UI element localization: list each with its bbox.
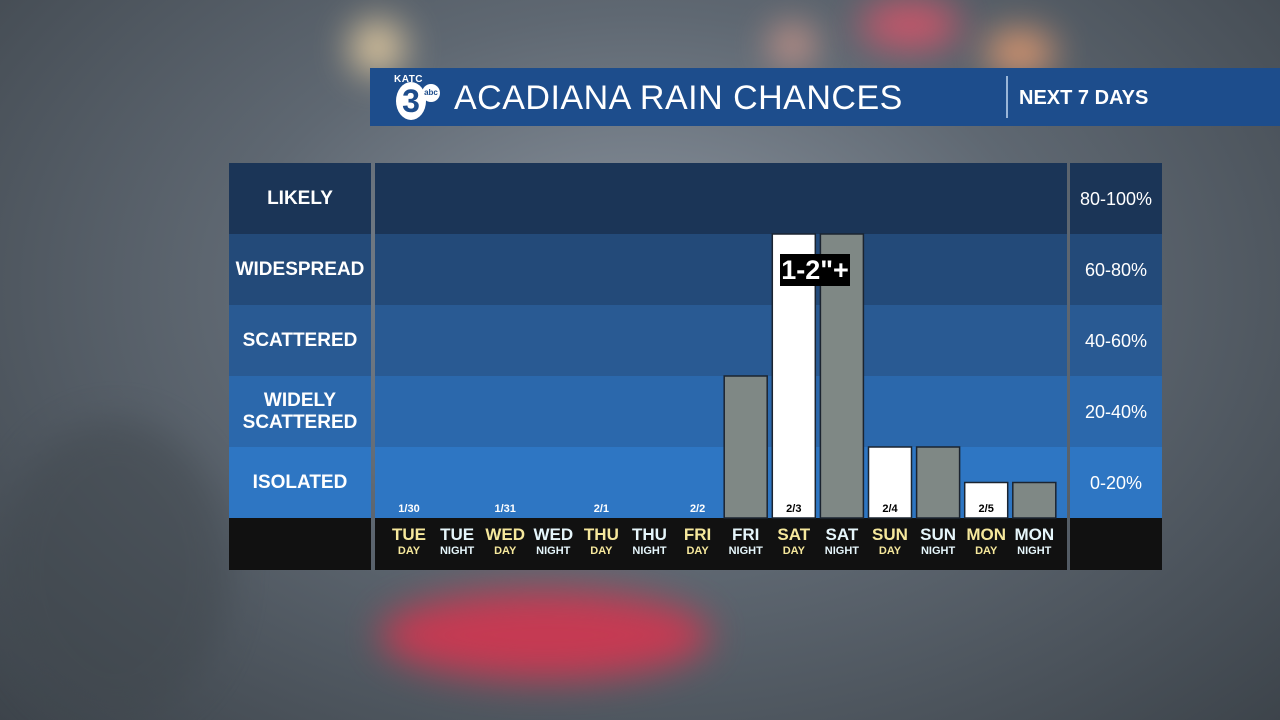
band-label-bg [229,163,371,234]
band-range-bg [1070,305,1162,376]
period-day: FRI [731,525,760,544]
period-part: DAY [397,545,421,557]
date-label: 1/30 [398,503,420,515]
band-range-bg [1070,234,1162,305]
period-part: DAY [686,545,709,557]
band-label: ISOLATED [252,471,348,493]
period-day: MON [1014,525,1055,544]
period-label: SUN DAY [866,525,914,558]
bar-fri-night [723,375,768,519]
axis-footer-bg [1070,518,1162,570]
band-range-label: 60-80% [1084,259,1148,280]
period-day: SAT [777,525,811,544]
period-label: SAT DAY [770,525,818,558]
period-label: TUE DAY [385,525,433,558]
title-banner: KATC 3 abc ACADIANA RAIN CHANCES NEXT 7 … [370,68,1280,126]
date-label: 2/5 [978,503,994,515]
period-day: SAT [825,525,859,544]
page-title: ACADIANA RAIN CHANCES [454,79,903,117]
period-part: NIGHT [728,545,763,557]
band-background [375,234,1067,305]
header-divider [1006,76,1008,118]
logo-number: 3 [396,82,426,120]
axis-footer-bg [375,518,1067,570]
period-day: WED [533,525,574,544]
band-range-label: 40-60% [1084,330,1148,351]
band-range-bg [1070,447,1162,518]
period-day: SUN [872,525,908,544]
rain-chance-chart: 1/30 TUE DAY TUE NIGHT 1/31 WED DAY WED NIGHT 2/1 T… [375,163,1067,570]
logo-station-text: KATC [394,74,424,85]
period-day: TUE [440,525,475,544]
period-day: TUE [392,525,426,544]
chart-svg [375,163,1067,570]
bar-sun-night [915,446,961,519]
period-part: DAY [590,545,613,557]
page-subtitle: NEXT 7 DAYS [1019,87,1149,109]
band-background [375,376,1067,447]
band-range-label: 80-100% [1079,188,1153,209]
period-part: NIGHT [1017,545,1052,557]
period-part: NIGHT [536,545,571,557]
period-part: NIGHT [920,545,956,557]
bar-mon-night [1012,481,1057,519]
period-part: DAY [494,545,517,557]
band-range-bg [1070,376,1162,447]
period-label: THU NIGHT [626,525,674,558]
band-background [375,305,1067,376]
period-label: SAT NIGHT [818,525,866,558]
band-label-bg [229,234,371,305]
date-label: 2/2 [689,503,706,515]
bar-sun-day [867,446,913,519]
rainfall-annotation: 1-2"+ [780,254,850,286]
band-label-bg [229,376,371,447]
period-label: TUE NIGHT [433,525,481,558]
period-day: SUN [920,525,957,544]
date-label: 2/4 [882,503,898,515]
axis-footer-bg [229,518,371,570]
band-background [375,163,1067,234]
date-label: 2/1 [593,503,610,515]
band-label: WIDESPREAD [235,258,365,280]
period-label: SUN NIGHT [914,525,962,558]
period-label: MON NIGHT [1010,525,1058,558]
station-logo: KATC 3 abc [392,74,440,122]
period-label: THU DAY [577,525,625,558]
band-range-bg [1070,163,1162,234]
period-day: WED [485,525,526,544]
band-label: LIKELY [267,187,333,209]
period-part: NIGHT [824,545,859,557]
period-day: THU [583,525,619,544]
period-label: WED NIGHT [529,525,577,558]
band-label-panel: LIKELY WIDESPREAD SCATTERED WIDELY SCATTERED… [229,163,371,570]
period-day: THU [632,525,667,544]
band-label: SCATTERED [242,329,358,351]
band-label-bg [229,447,371,518]
band-range-label: 0-20% [1089,472,1143,493]
period-part: DAY [975,545,998,557]
period-day: FRI [683,525,712,544]
period-part: DAY [782,545,805,557]
period-label: FRI DAY [674,525,722,558]
logo-network: abc [422,84,440,102]
date-label: 2/3 [786,503,802,515]
band-label-bg [229,305,371,376]
period-part: NIGHT [632,545,667,557]
bar-mon-day [963,481,1009,519]
period-label: MON DAY [962,525,1010,558]
date-label: 1/31 [494,503,516,515]
period-label: WED DAY [481,525,529,558]
period-part: NIGHT [439,545,475,557]
period-day: MON [966,525,1007,544]
band-label: WIDELY SCATTERED [242,389,358,433]
band-range-label: 20-40% [1084,401,1148,422]
band-range-panel: 80-100% 60-80% 40-60% 20-40% 0-20% [1070,163,1162,570]
period-label: FRI NIGHT [722,525,770,558]
period-part: DAY [878,545,902,557]
